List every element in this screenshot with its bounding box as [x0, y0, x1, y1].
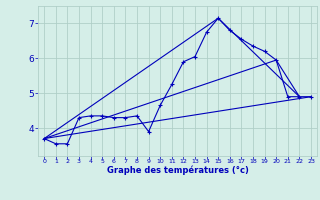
X-axis label: Graphe des températures (°c): Graphe des températures (°c)	[107, 166, 249, 175]
